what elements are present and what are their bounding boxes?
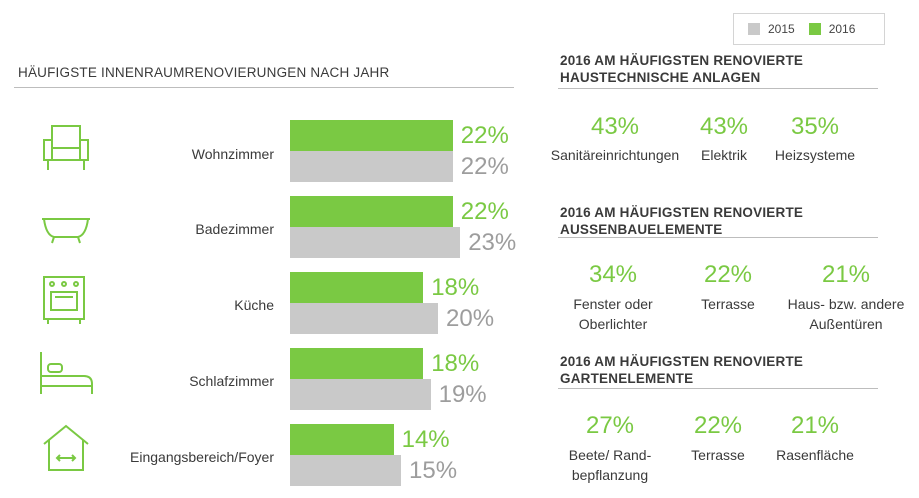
chart-title-rule [14,87,514,88]
row-label-schlafzimmer: Schlafzimmer [189,373,274,389]
bed-icon [38,350,93,400]
row-label-badezimmer: Badezimmer [195,221,274,237]
bar-2015-eingangsbereich-foyer [290,455,401,486]
section-2-stat-2-value: 22% [703,261,753,288]
bar-2016-eingangsbereich-foyer [290,424,394,455]
section-3-stat-1-value: 27% [585,412,635,439]
value-label-2015-schlafzimmer: 19% [438,381,487,408]
bar-2015-wohnzimmer [290,151,453,182]
value-label-2015-badezimmer: 23% [468,229,517,256]
value-label-2015-wohnzimmer: 22% [460,153,509,180]
section-3-stat-2-value: 22% [693,412,743,439]
section-3-stat-3-value: 21% [790,412,840,439]
bar-2015-k-che [290,303,438,334]
section-2-stat-3-value: 21% [821,261,871,288]
legend-swatch-2016 [808,23,821,35]
section-3-stat-3-label: Rasenfläche [776,447,854,463]
section-3-rule [558,388,878,389]
chart-title: HÄUFIGSTE INNENRAUMRENOVIERUNGEN NACH JA… [18,65,390,80]
section-1-rule [558,88,878,89]
section-1-title-line1: 2016 AM HÄUFIGSTEN RENOVIERTE [560,53,804,68]
section-2-stat-3-label: Haus- bzw. andere Außentüren [771,294,919,334]
value-label-2016-k-che: 18% [431,274,480,301]
bar-2016-badezimmer [290,196,453,227]
value-label-2016-eingangsbereich-foyer: 14% [401,426,450,453]
value-label-2016-badezimmer: 22% [460,198,509,225]
section-3-title-line1: 2016 AM HÄUFIGSTEN RENOVIERTE [560,354,804,369]
value-label-2016-wohnzimmer: 22% [460,122,509,149]
section-1-stat-2-label: Elektrik [701,147,747,163]
legend-swatch-2015 [748,23,760,35]
section-2-stat-3-label-line2: Außentüren [809,316,883,332]
section-2-stat-1-label-line2: Oberlichter [578,316,648,332]
bar-2016-wohnzimmer [290,120,453,151]
section-3-stat-2-label: Terrasse [691,447,745,463]
bar-2015-badezimmer [290,227,461,258]
section-3-title: 2016 AM HÄUFIGSTEN RENOVIERTE GARTENELEM… [560,353,803,387]
section-3-stat-1-label-line2: bepflanzung [571,467,649,483]
value-label-2015-k-che: 20% [446,305,495,332]
section-2-stat-1-label: Fenster oder Oberlichter [538,294,688,334]
section-2-title-line2: AUSSENBAUELEMENTE [560,222,723,237]
section-1-title-line2: HAUSTECHNISCHE ANLAGEN [560,70,761,85]
bar-2016-k-che [290,272,424,303]
section-1-stat-3-value: 35% [790,113,840,140]
legend-item-2015: 2015 [748,22,795,36]
row-label-wohnzimmer: Wohnzimmer [191,146,274,162]
bar-2016-schlafzimmer [290,348,424,379]
section-3-stat-1-label: Beete/ Rand- bepflanzung [535,445,685,485]
section-2-stat-2-label: Terrasse [701,296,755,312]
section-1-stat-2-value: 43% [699,113,749,140]
section-1-stat-1-label: Sanitäreinrichtungen [550,147,680,163]
section-3-title-line2: GARTENELEMENTE [560,371,694,386]
section-2-stat-1-value: 34% [588,261,638,288]
house-icon [40,424,92,474]
bathtub-icon [40,205,92,255]
legend-label-2015: 2015 [768,22,795,36]
section-2-title: 2016 AM HÄUFIGSTEN RENOVIERTE AUSSENBAUE… [560,204,803,238]
row-label-kueche: Küche [234,297,274,313]
value-label-2016-schlafzimmer: 18% [431,350,480,377]
value-label-2015-eingangsbereich-foyer: 15% [409,457,458,484]
bar-2015-schlafzimmer [290,379,431,410]
section-2-rule [558,237,878,238]
legend: 2015 2016 [733,13,885,45]
section-3-stat-1-label-line1: Beete/ Rand- [568,447,652,463]
oven-icon [40,275,92,325]
section-1-stat-3-label: Heizsysteme [774,147,856,163]
section-1-title: 2016 AM HÄUFIGSTEN RENOVIERTE HAUSTECHNI… [560,52,803,86]
section-1-stat-1-value: 43% [590,113,640,140]
legend-label-2016: 2016 [828,22,856,36]
section-2-stat-1-label-line1: Fenster oder [573,296,653,312]
legend-item-2016: 2016 [808,22,856,36]
armchair-icon [40,122,92,172]
section-2-title-line1: 2016 AM HÄUFIGSTEN RENOVIERTE [560,205,804,220]
section-2-stat-3-label-line1: Haus- bzw. andere [787,296,905,312]
row-label-eingangsbereich: Eingangsbereich/Foyer [130,449,274,465]
